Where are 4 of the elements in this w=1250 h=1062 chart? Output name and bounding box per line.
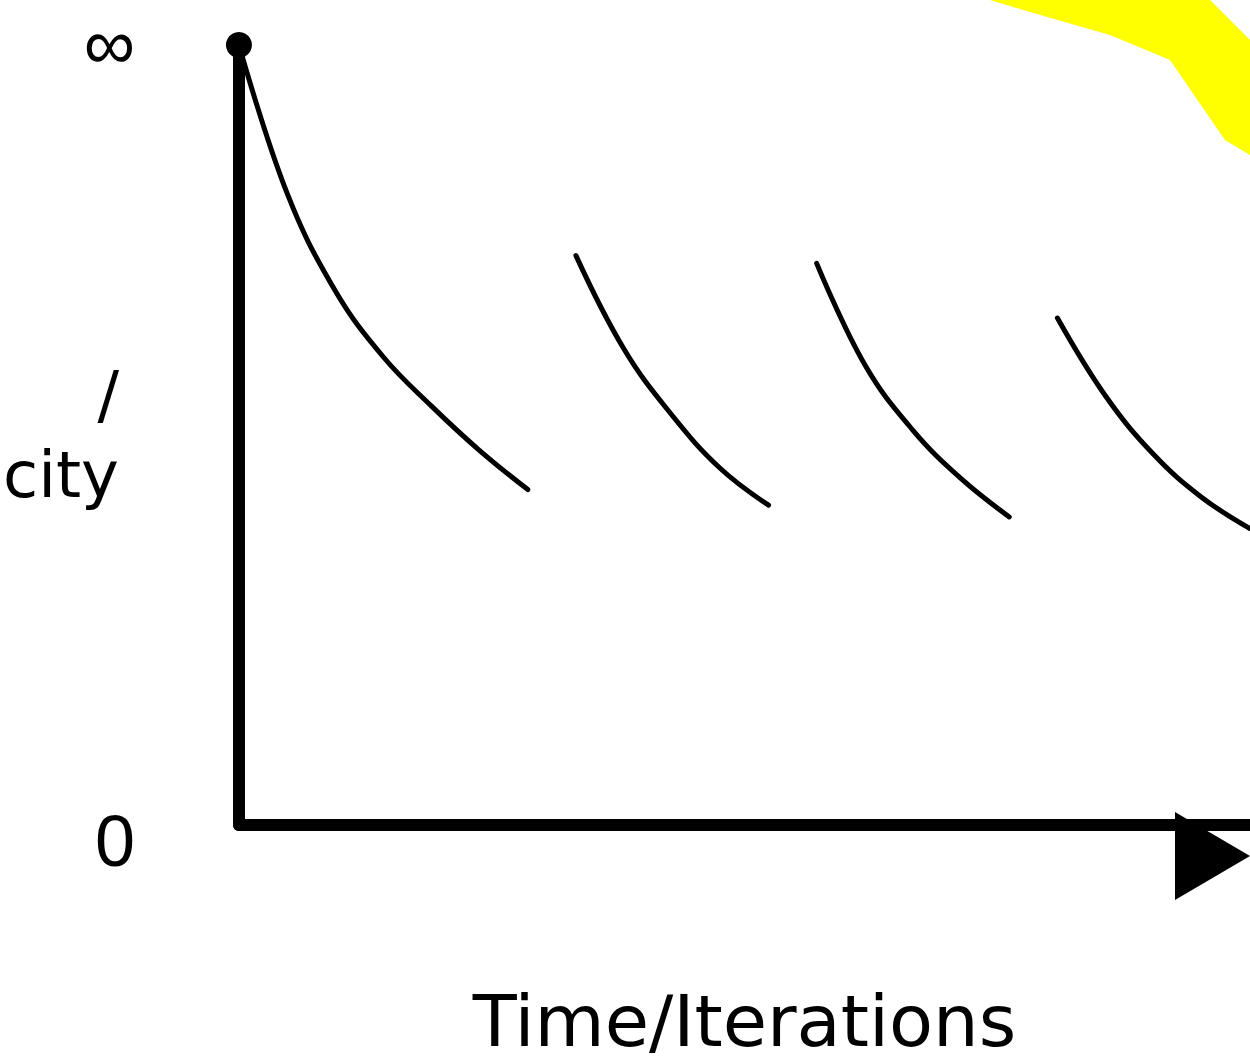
text: ∞: [83, 4, 135, 84]
text: 0: [94, 801, 135, 881]
x-axis-title: Time/Iterations: [471, 979, 1017, 1062]
y-axis-title: / city: [3, 358, 120, 512]
